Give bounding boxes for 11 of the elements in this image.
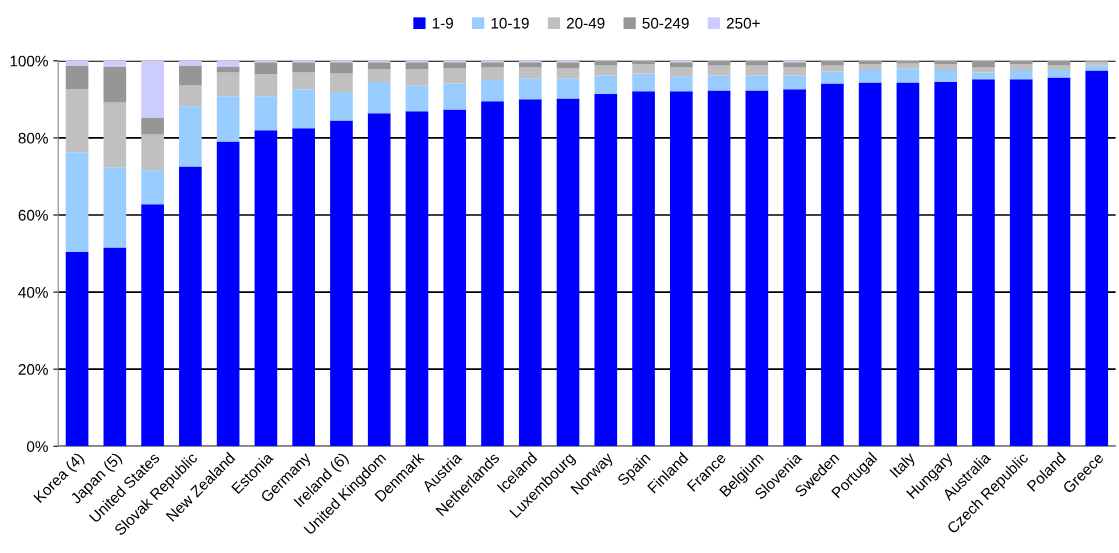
legend-label: 1-9 [432, 17, 454, 29]
legend-label: 50-249 [642, 17, 689, 29]
legend-label: 20-49 [566, 17, 605, 29]
legend-label: 10-19 [491, 17, 529, 29]
legend-label: 250+ [726, 17, 760, 29]
y-tick-label: 0% [26, 441, 48, 452]
y-tick-label: 100% [10, 55, 48, 67]
y-tick-label: 80% [18, 132, 48, 144]
y-tick-label: 60% [18, 209, 48, 221]
y-tick-label: 20% [18, 364, 48, 375]
y-tick-label: 40% [18, 286, 48, 298]
